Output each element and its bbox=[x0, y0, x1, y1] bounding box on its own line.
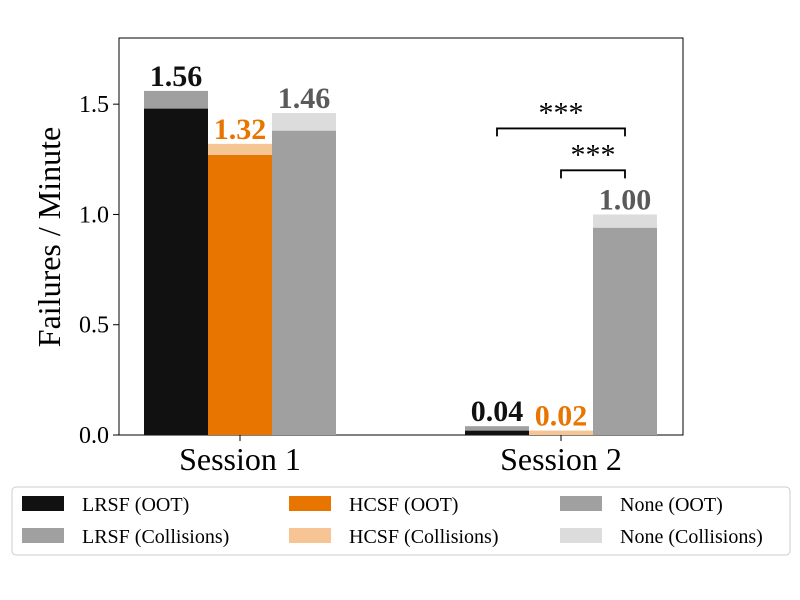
data-label: 1.56 bbox=[150, 60, 203, 93]
legend-swatch bbox=[560, 496, 602, 511]
bar-hcsf-collisions bbox=[208, 143, 272, 155]
significance-bracket bbox=[560, 169, 626, 179]
legend-label: LRSF (OOT) bbox=[82, 494, 189, 516]
bar-none-collisions bbox=[593, 214, 657, 228]
axes-frame bbox=[118, 37, 684, 436]
bar-none-oot bbox=[272, 130, 336, 435]
bar-none-oot bbox=[593, 227, 657, 435]
bar-hcsf-collisions bbox=[529, 430, 593, 435]
data-label: 1.46 bbox=[278, 82, 331, 115]
legend-label: HCSF (OOT) bbox=[349, 494, 458, 516]
legend-label: HCSF (Collisions) bbox=[349, 526, 498, 548]
data-label: 1.00 bbox=[599, 183, 652, 216]
bar-lrsf-collisions bbox=[465, 426, 529, 431]
bar-hcsf-oot bbox=[208, 154, 272, 435]
significance-label: *** bbox=[571, 138, 616, 171]
y-tick-label: 0.5 bbox=[79, 313, 109, 339]
legend-label: None (Collisions) bbox=[620, 526, 763, 548]
y-axis-label: Failures / Minute bbox=[31, 127, 67, 347]
legend-swatch bbox=[22, 528, 64, 543]
legend-swatch bbox=[289, 496, 331, 511]
legend: LRSF (OOT) LRSF (Collisions) HCSF (OOT) HCS… bbox=[11, 486, 791, 556]
y-tick-label: 1.0 bbox=[79, 202, 109, 228]
data-label: 1.32 bbox=[214, 113, 267, 146]
bar-lrsf-collisions bbox=[144, 90, 208, 109]
bar-none-collisions bbox=[272, 112, 336, 131]
significance-bracket bbox=[496, 127, 626, 137]
data-label: 0.02 bbox=[535, 400, 588, 433]
legend-swatch bbox=[560, 528, 602, 543]
y-tick-label: 0.0 bbox=[79, 423, 109, 449]
legend-swatch bbox=[22, 496, 64, 511]
plot-area: 0.0 0.5 1.0 1.5 1.56 1.32 1.46 Session 1 0.04 0.0… bbox=[79, 37, 684, 477]
legend-label: LRSF (Collisions) bbox=[82, 526, 229, 548]
significance-label: *** bbox=[539, 96, 584, 129]
x-tick-label: Session 2 bbox=[500, 441, 622, 477]
bar-lrsf-oot bbox=[144, 108, 208, 436]
data-label: 0.04 bbox=[471, 395, 524, 428]
y-tick-label: 1.5 bbox=[79, 92, 109, 118]
x-tick-label: Session 1 bbox=[179, 441, 301, 477]
bar-lrsf-oot bbox=[465, 430, 529, 435]
legend-label: None (OOT) bbox=[620, 494, 723, 516]
legend-swatch bbox=[289, 528, 331, 543]
